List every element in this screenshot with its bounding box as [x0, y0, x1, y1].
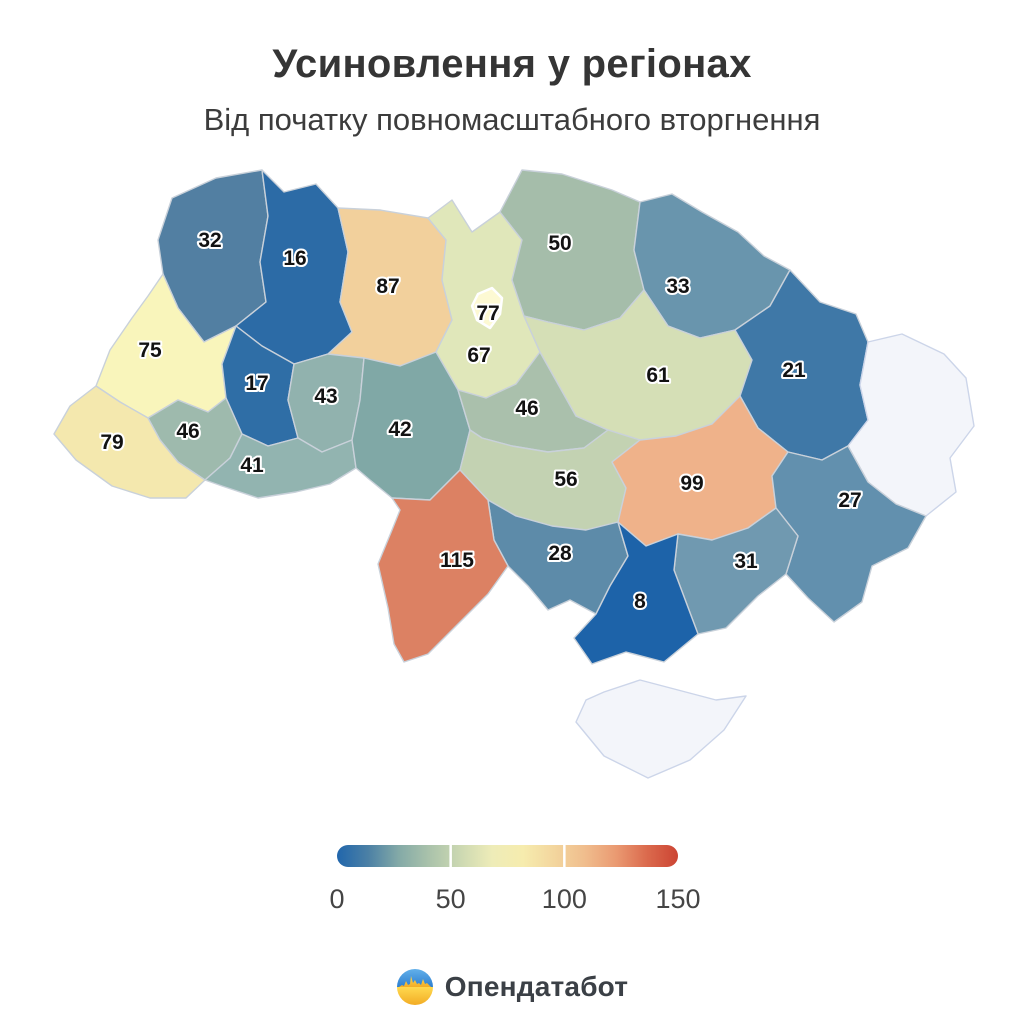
brand-name: Опендатабот [444, 971, 629, 1002]
region-value-label-donetsk: 27 [838, 489, 861, 512]
region-value-label-vinnytsia: 42 [388, 418, 411, 441]
region-value-label-poltava: 61 [646, 364, 670, 387]
legend-colorbar [337, 845, 678, 867]
region-zakarpattia [53, 385, 206, 499]
region-chernihiv [499, 169, 645, 331]
region-value-label-zakarpattia: 79 [100, 431, 123, 454]
region-chernivtsi [204, 433, 357, 499]
ukraine-map [53, 169, 975, 779]
region-value-label-khmelnytskyi: 43 [314, 385, 337, 408]
header: Усиновлення у регіонах Від початку повно… [0, 0, 1024, 138]
skyline-pulse-icon [398, 976, 431, 987]
legend-tick-label-50: 50 [436, 884, 466, 914]
flag-yellow-half [396, 987, 433, 1005]
region-value-label-zaporizhzhia: 31 [734, 550, 758, 573]
region-value-label-rivne: 16 [283, 247, 306, 270]
legend-separator [449, 845, 452, 867]
region-luhansk [847, 333, 975, 517]
region-value-label-ivano-frankivsk: 46 [176, 420, 199, 443]
region-value-label-chernivtsi: 41 [240, 454, 264, 477]
opendatabot-icon [396, 969, 433, 1005]
region-value-label-dnipro: 99 [680, 472, 703, 495]
region-value-label-odesa: 115 [440, 549, 474, 572]
legend: 0 50 100 150 [329, 845, 701, 914]
region-value-label-kharkiv: 21 [782, 359, 806, 382]
region-kherson [573, 521, 699, 665]
region-kyiv-city [470, 286, 504, 330]
region-labels: 32 16 87 67 50 33 75 17 43 46 79 41 42 46 61 21 56 99 27 31… [98, 227, 863, 615]
region-odesa [377, 469, 509, 663]
legend-tick-label-100: 100 [542, 884, 587, 914]
region-value-label-lviv: 75 [138, 339, 162, 362]
legend-separator [563, 845, 566, 867]
region-value-label-ternopil: 17 [245, 372, 268, 395]
legend-tick-label-150: 150 [655, 884, 700, 914]
region-value-label-mykolaiv: 28 [548, 542, 572, 565]
region-crimea [575, 679, 747, 779]
brand-logo: Опендатабот [0, 968, 1024, 1006]
region-value-label-kherson: 8 [634, 590, 646, 613]
region-value-label-chernihiv: 50 [548, 232, 571, 255]
region-value-label-sumy: 33 [666, 275, 689, 298]
region-value-label-volyn: 32 [198, 229, 221, 252]
page-title: Усиновлення у регіонах [272, 42, 752, 86]
legend-tick-label-0: 0 [329, 884, 344, 914]
page-subtitle: Від початку повномасштабного вторгнення [203, 102, 821, 137]
region-value-label-zhytomyr: 87 [376, 275, 399, 298]
region-value-label-kyiv-oblast: 67 [467, 344, 490, 367]
region-value-label-cherkasy: 46 [515, 397, 538, 420]
region-value-label-kyiv-city: 77 [476, 302, 499, 325]
region-value-label-kirovohrad: 56 [554, 468, 577, 491]
